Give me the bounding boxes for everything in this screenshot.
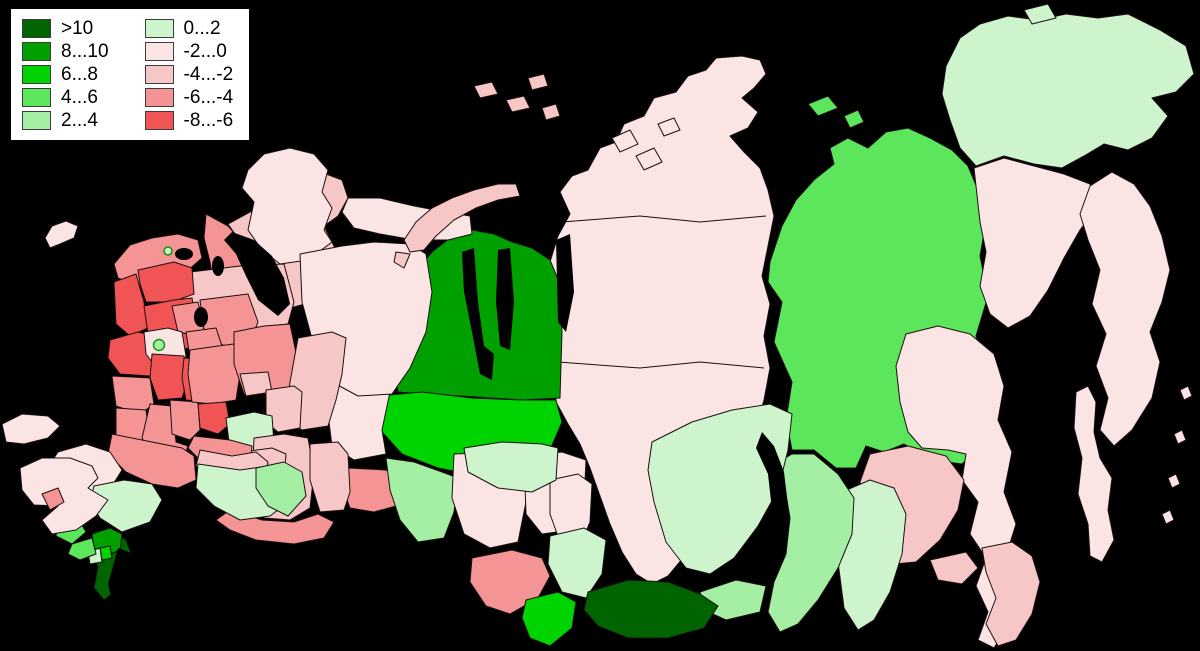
region-bryansk xyxy=(111,375,155,415)
taz-bay xyxy=(496,248,514,350)
region-tuva xyxy=(583,579,719,639)
caspian-sea xyxy=(108,548,292,651)
kuril-island-2 xyxy=(1173,429,1187,445)
legend-swatch xyxy=(144,111,174,130)
white-sea xyxy=(224,232,290,316)
severnaya-zemlya-island-3 xyxy=(657,117,681,137)
legend-label: -4...-2 xyxy=(183,64,234,85)
rybinsk-reservoir xyxy=(194,307,208,327)
legend-column-negative: 0...2 -2...0 -4...-2 -6...-4 -8...-6 xyxy=(144,18,234,131)
region-chukotka xyxy=(941,13,1195,169)
moscow-city-dot xyxy=(152,338,166,352)
region-astrakhan xyxy=(255,461,307,517)
evenkia-internal-border xyxy=(557,361,765,369)
legend-swatch xyxy=(144,65,174,84)
new-siberian-island-1 xyxy=(807,95,839,117)
franz-josef-island-4 xyxy=(541,103,561,121)
new-siberian-island-2 xyxy=(843,109,865,129)
region-crimea xyxy=(19,457,109,535)
legend-label: -8...-6 xyxy=(183,110,234,131)
legend-label: 6...8 xyxy=(61,64,98,85)
legend-label: -6...-4 xyxy=(183,87,234,108)
st-petersburg-city-dot xyxy=(163,246,173,256)
legend-item: >10 xyxy=(22,18,109,39)
region-altai-republic xyxy=(521,591,577,647)
region-kaliningrad xyxy=(44,220,79,249)
severnaya-zemlya-island-1 xyxy=(611,129,639,153)
legend-item: 8...10 xyxy=(22,41,109,62)
region-primorye xyxy=(981,541,1041,647)
region-irkutsk xyxy=(647,403,793,575)
region-kamchatka xyxy=(1079,171,1171,447)
region-rostov xyxy=(107,433,197,489)
legend-label: >10 xyxy=(61,18,94,39)
novaya-zemlya-south-island xyxy=(393,251,411,269)
lake-ladoga xyxy=(175,248,193,260)
legend-label: 4...6 xyxy=(61,87,98,108)
legend-item: -2...0 xyxy=(144,41,234,62)
legend: >10 8...10 6...8 4...6 2...4 0...2 -2...… xyxy=(10,8,251,141)
legend-swatch xyxy=(144,42,174,61)
legend-swatch xyxy=(144,19,174,38)
legend-label: 2...4 xyxy=(61,110,98,131)
legend-label: 8...10 xyxy=(61,41,109,62)
lake-baikal xyxy=(756,432,788,586)
legend-item: -6...-4 xyxy=(144,87,234,108)
legend-swatch xyxy=(22,42,51,61)
franz-josef-island-2 xyxy=(505,95,531,113)
kuril-island-3 xyxy=(1167,473,1181,489)
legend-swatch xyxy=(22,111,51,130)
legend-item: 0...2 xyxy=(144,18,234,39)
legend-item: 2...4 xyxy=(22,110,109,131)
region-tomsk xyxy=(463,441,559,493)
legend-item: -8...-6 xyxy=(144,110,234,131)
legend-column-positive: >10 8...10 6...8 4...6 2...4 xyxy=(22,18,109,131)
yenisei-gulf xyxy=(556,234,574,332)
region-novgorod xyxy=(137,261,195,303)
legend-item: 4...6 xyxy=(22,87,109,108)
severnaya-zemlya-island-2 xyxy=(635,147,663,171)
region-chelyabinsk xyxy=(309,441,351,513)
region-jewish-ao xyxy=(929,551,979,585)
legend-item: 6...8 xyxy=(22,64,109,85)
kuril-island-4 xyxy=(1161,509,1175,525)
taimyr-internal-border xyxy=(561,215,767,223)
region-nizhny-novgorod xyxy=(187,343,241,405)
legend-swatch xyxy=(22,19,51,38)
region-tambov xyxy=(169,399,201,441)
kuril-island-1 xyxy=(1179,385,1193,401)
legend-label: 0...2 xyxy=(183,18,221,39)
region-sakhalin xyxy=(1073,385,1115,563)
region-magadan xyxy=(973,157,1097,329)
franz-josef-island-1 xyxy=(473,81,499,99)
legend-label: -2...0 xyxy=(183,41,227,62)
lake-onega xyxy=(212,256,224,276)
region-crimea-north xyxy=(1,413,61,445)
franz-josef-island-3 xyxy=(527,73,549,91)
legend-item: -4...-2 xyxy=(144,64,234,85)
novaya-zemlya-island xyxy=(403,183,521,253)
region-murmansk xyxy=(241,147,333,265)
region-crimea-south-coast xyxy=(41,487,65,511)
legend-swatch xyxy=(22,88,51,107)
region-kabardino-balkaria xyxy=(67,537,97,561)
legend-swatch xyxy=(22,65,51,84)
region-chuvashia xyxy=(197,401,231,435)
legend-swatch xyxy=(144,88,174,107)
ob-bay xyxy=(462,248,494,380)
wrangel-island xyxy=(1023,3,1057,25)
region-khakassia xyxy=(547,527,607,599)
region-tyumen xyxy=(385,457,459,543)
